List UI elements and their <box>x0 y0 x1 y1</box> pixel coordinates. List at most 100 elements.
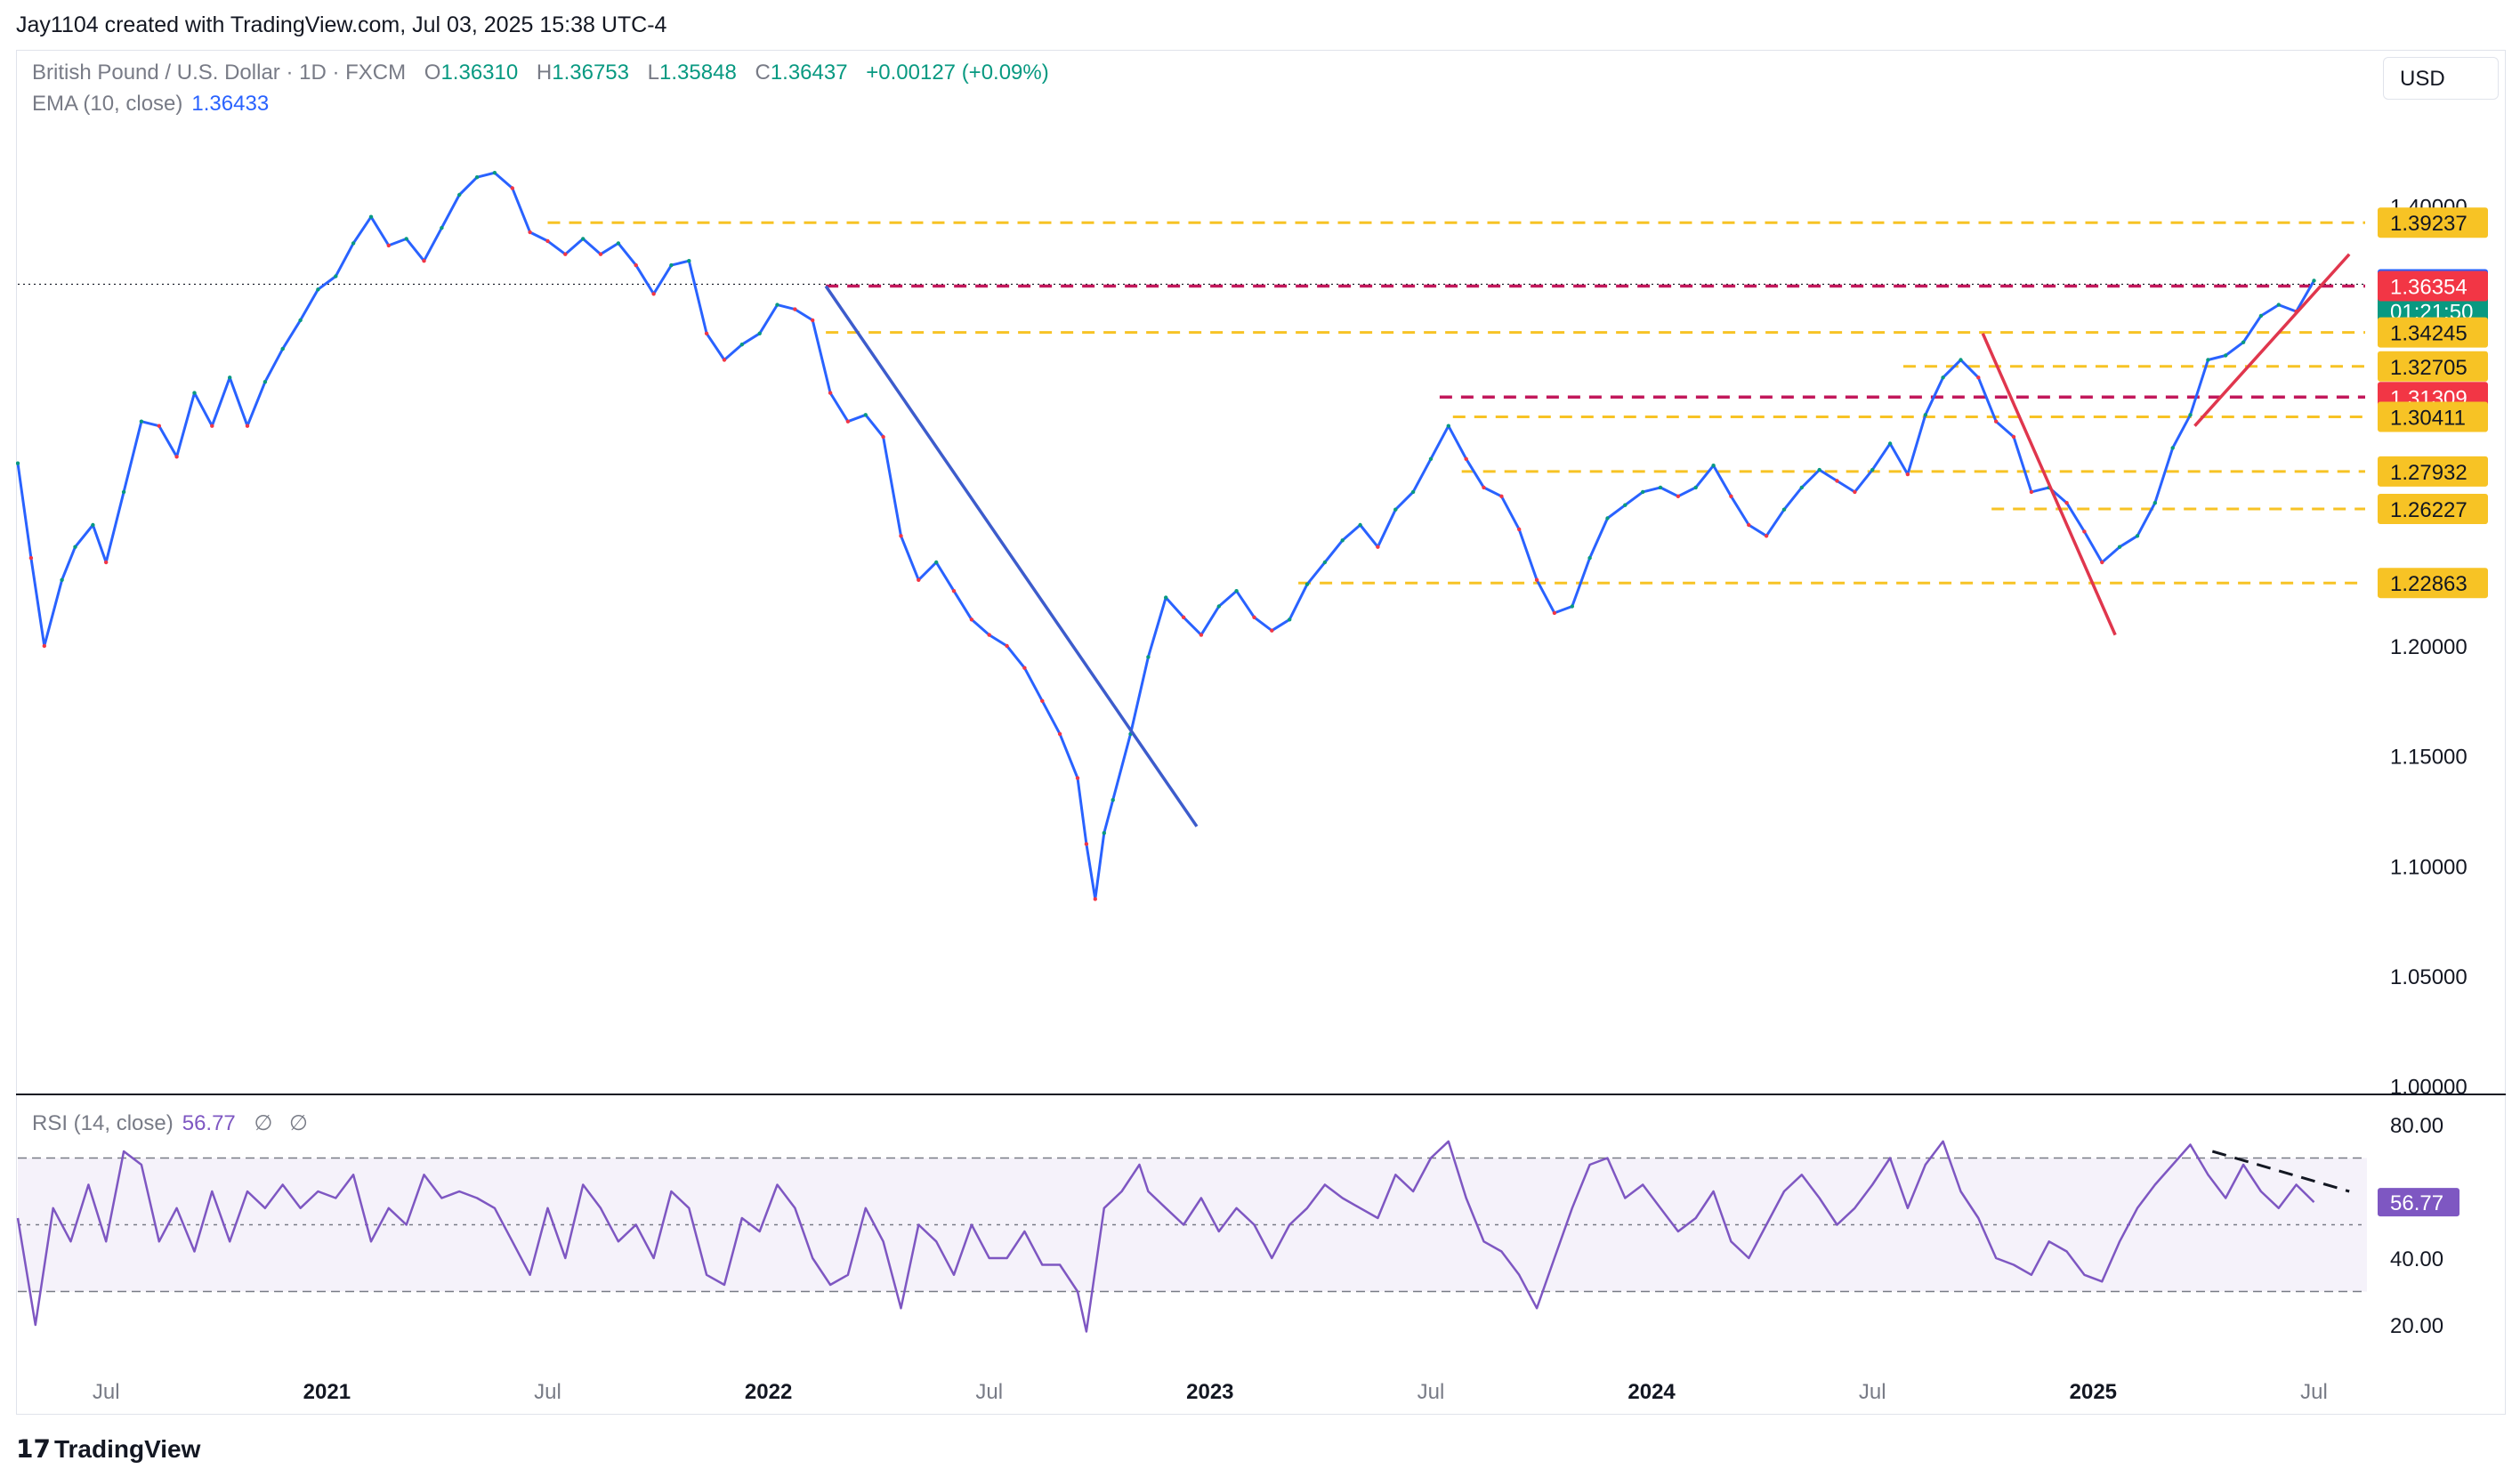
trendline-0[interactable] <box>824 285 1199 827</box>
ema-point <box>1905 472 1910 477</box>
ema-point <box>16 461 20 465</box>
ema-point <box>1870 467 1875 472</box>
rsi-extra-2: ∅ <box>289 1111 308 1135</box>
symbol-name[interactable]: British Pound / U.S. Dollar · 1D · FXCM <box>32 61 407 85</box>
ema-point <box>73 545 77 549</box>
ema-point <box>1428 456 1434 461</box>
ema-point <box>1040 698 1045 703</box>
ema-point <box>316 287 320 292</box>
ema-point <box>563 252 568 256</box>
ema-point <box>598 252 603 256</box>
ema-point <box>139 419 144 424</box>
currency-button[interactable]: USD <box>2383 57 2499 100</box>
ema-point <box>91 522 95 528</box>
ema-point <box>1057 731 1062 737</box>
ema-point <box>616 241 621 246</box>
ema-point <box>440 225 444 230</box>
ema-point <box>262 380 268 384</box>
ema-point <box>1252 615 1256 619</box>
ema-point <box>1216 604 1222 609</box>
ema-point <box>2206 358 2210 362</box>
rsi-divergence-line[interactable] <box>2211 1150 2350 1193</box>
ema-point <box>528 230 532 235</box>
rsi-axis-tick: 40.00 <box>2390 1247 2443 1271</box>
ema-point <box>2224 353 2228 358</box>
ema-value: 1.36433 <box>191 92 270 116</box>
ema-point <box>192 391 197 395</box>
tradingview-logo[interactable]: 𝟭𝟳 TradingView <box>16 1434 200 1464</box>
ema-point <box>881 434 885 440</box>
ema-point <box>1976 375 1981 380</box>
price-label-text: 1.34245 <box>2390 322 2468 346</box>
time-axis-tick: Jul <box>1859 1380 1886 1404</box>
rsi-legend[interactable]: RSI (14, close) 56.77 ∅ ∅ <box>32 1110 308 1136</box>
price-axis-tick: 1.00000 <box>2390 1076 2468 1100</box>
ema-point <box>1288 617 1292 622</box>
rsi-series-line <box>16 1140 2315 1333</box>
ema-point <box>157 424 161 428</box>
trendline-1[interactable] <box>1981 333 2117 636</box>
ema-point <box>2241 340 2246 344</box>
ema-point <box>987 633 991 637</box>
price-label-level <box>2378 493 2488 524</box>
ema-point <box>951 589 957 593</box>
ema-point <box>422 259 426 263</box>
close-label: C <box>755 61 771 85</box>
time-axis-tick: Jul <box>1418 1380 1445 1404</box>
ema-point <box>1304 582 1310 586</box>
ema-point <box>704 331 709 335</box>
ema-point <box>510 186 514 190</box>
price-label-level <box>2378 351 2488 382</box>
ema-point <box>1005 643 1009 649</box>
price-axis-tick: 1.20000 <box>2390 635 2468 659</box>
rsi-label: RSI (14, close) <box>32 1111 174 1135</box>
ema-point <box>581 237 586 241</box>
time-axis-tick: 2022 <box>745 1380 792 1404</box>
ema-point <box>1658 485 1663 490</box>
ema-point <box>863 413 868 417</box>
time-axis-tick: 2023 <box>1186 1380 1233 1404</box>
ema-series-line <box>16 171 2315 900</box>
ema-point <box>1482 485 1486 490</box>
time-axis-tick: Jul <box>2300 1380 2328 1404</box>
ema-point <box>1234 589 1239 593</box>
rsi-value-text: 56.77 <box>2390 1191 2443 1215</box>
price-label-text: 1.32705 <box>2390 356 2468 380</box>
ema-label: EMA (10, close) <box>32 92 183 116</box>
ema-point <box>969 617 974 622</box>
ema-point <box>1075 776 1080 780</box>
ema-point <box>669 262 674 268</box>
price-label-level <box>2378 456 2488 487</box>
time-axis-tick: 2025 <box>2070 1380 2117 1404</box>
change-value: +0.00127 (+0.09%) <box>866 61 1049 85</box>
ema-point <box>1570 604 1575 609</box>
ema-point <box>1181 615 1186 619</box>
ema-point <box>1994 419 1999 424</box>
ema-point <box>1393 507 1398 512</box>
ema-point <box>210 424 214 428</box>
ema-point <box>1270 628 1274 633</box>
ema-legend[interactable]: EMA (10, close) 1.36433 <box>32 92 269 117</box>
ema-point <box>1711 464 1716 468</box>
price-axis-tick: 1.05000 <box>2390 965 2468 989</box>
rsi-axis-tick: 80.00 <box>2390 1114 2443 1138</box>
ema-point <box>245 424 250 428</box>
ema-point <box>722 358 727 362</box>
ema-point <box>1499 494 1504 498</box>
ema-point <box>2064 501 2069 505</box>
ema-point <box>1781 507 1787 512</box>
ema-point <box>1376 545 1380 549</box>
price-label-level <box>2378 401 2488 432</box>
ema-point <box>2135 534 2140 538</box>
ema-point <box>1747 522 1751 528</box>
chart-credit: Jay1104 created with TradingView.com, Ju… <box>16 12 667 37</box>
time-axis-tick: 2021 <box>303 1380 351 1404</box>
time-axis-tick: Jul <box>975 1380 1003 1404</box>
ema-point <box>1959 358 1963 362</box>
time-axis-tick: Jul <box>534 1380 561 1404</box>
ema-point <box>2100 560 2104 565</box>
ema-point <box>1534 577 1539 582</box>
ema-point <box>1446 424 1451 428</box>
trendline-2[interactable] <box>2193 253 2351 427</box>
